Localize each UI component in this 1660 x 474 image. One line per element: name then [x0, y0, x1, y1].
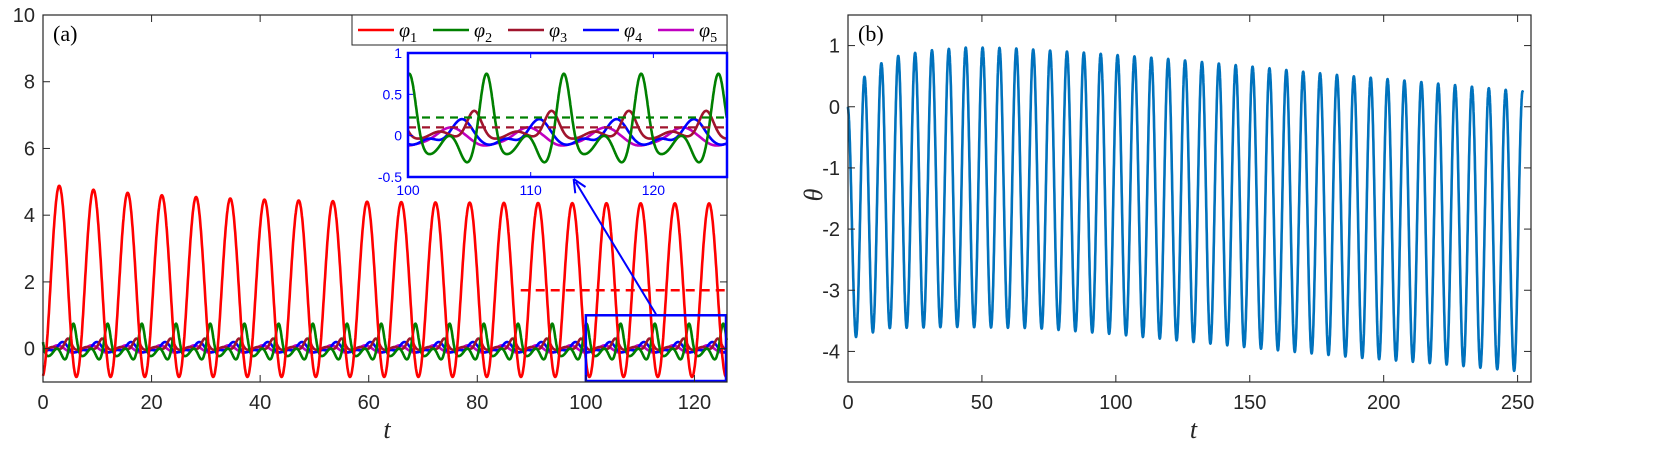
x-tick-label: 200 — [1367, 392, 1400, 414]
inset-series-line-phi3 — [408, 109, 727, 140]
inset-y-tick-label: -0.5 — [378, 169, 402, 185]
inset-y-tick-label: 0.5 — [383, 86, 403, 102]
inset: 100 110 120 -0.5 0 0.5 1 — [378, 45, 729, 198]
inset-x-tick-label: 110 — [520, 182, 543, 198]
series-line-phi2 — [41, 322, 728, 361]
x-axis-label: t — [1190, 415, 1198, 444]
legend-symbol: φ — [474, 20, 485, 42]
x-tick-label: 100 — [1099, 392, 1132, 414]
x-tick-label: 50 — [971, 392, 993, 414]
y-tick-label: 8 — [24, 72, 35, 94]
x-tick-label: 250 — [1501, 392, 1534, 414]
legend-subscript: 4 — [635, 31, 642, 46]
legend-label-phi3: φ3 — [549, 20, 567, 46]
legend-label-phi1: φ1 — [399, 20, 417, 46]
series-line-phi1 — [41, 184, 728, 379]
legend-symbol: φ — [699, 20, 710, 42]
x-axis-label: t — [383, 415, 391, 444]
inset-frame — [406, 51, 729, 179]
panel-b-frame — [847, 14, 1532, 383]
legend-label-phi2: φ2 — [474, 20, 492, 46]
panel-b: 0 50 100 150 200 250 -4 -3 -2 -1 0 1 t θ (b) — [799, 14, 1534, 444]
zoom-connector-arrow — [574, 181, 657, 315]
x-tick-label: 0 — [842, 392, 853, 414]
y-tick-label: 1 — [829, 36, 840, 58]
x-tick-label: 80 — [466, 392, 488, 414]
legend-subscript: 5 — [710, 31, 717, 46]
y-tick-label: 2 — [24, 272, 35, 294]
y-tick-label: -4 — [822, 341, 840, 363]
legend-subscript: 3 — [560, 31, 567, 46]
legend-symbol: φ — [549, 20, 560, 42]
panel-label: (b) — [858, 21, 884, 46]
y-tick-label: -2 — [822, 219, 840, 241]
panel-label: (a) — [53, 21, 77, 46]
zoom-connector-arrowhead — [572, 178, 587, 194]
x-tick-label: 100 — [569, 392, 602, 414]
legend: φ1 φ2 φ3 φ4 φ5 — [351, 14, 728, 46]
inset-plot-area — [408, 72, 727, 164]
legend-label-phi5: φ5 — [699, 20, 717, 46]
x-tick-label: 150 — [1233, 392, 1266, 414]
y-axis-label: θ — [799, 188, 828, 201]
inset-x-tick-label: 100 — [396, 182, 420, 198]
series-line-phi3 — [42, 337, 728, 352]
legend-symbol: φ — [399, 20, 410, 42]
inset-y-tick-label: 1 — [394, 45, 402, 61]
y-tick-label: 6 — [24, 138, 35, 160]
x-tick-label: 20 — [140, 392, 162, 414]
x-tick-label: 120 — [678, 392, 711, 414]
x-tick-label: 60 — [358, 392, 380, 414]
inset-series-line-phi4 — [408, 117, 727, 146]
legend-label-phi4: φ4 — [624, 20, 642, 46]
y-tick-label: 0 — [24, 339, 35, 361]
y-tick-label: -3 — [822, 280, 840, 302]
inset-x-tick-label: 120 — [642, 182, 666, 198]
y-tick-label: 10 — [13, 5, 35, 27]
inset-y-tick-label: 0 — [394, 128, 402, 144]
inset-background — [408, 53, 727, 177]
x-tick-label: 40 — [249, 392, 271, 414]
y-tick-label: 4 — [24, 205, 35, 227]
series-line-theta — [846, 46, 1525, 373]
x-tick-label: 0 — [37, 392, 48, 414]
legend-symbol: φ — [624, 20, 635, 42]
y-tick-label: 0 — [829, 97, 840, 119]
y-tick-label: -1 — [822, 158, 840, 180]
legend-subscript: 1 — [410, 31, 417, 46]
legend-subscript: 2 — [485, 31, 492, 46]
inset-series-line-phi2 — [408, 72, 727, 164]
